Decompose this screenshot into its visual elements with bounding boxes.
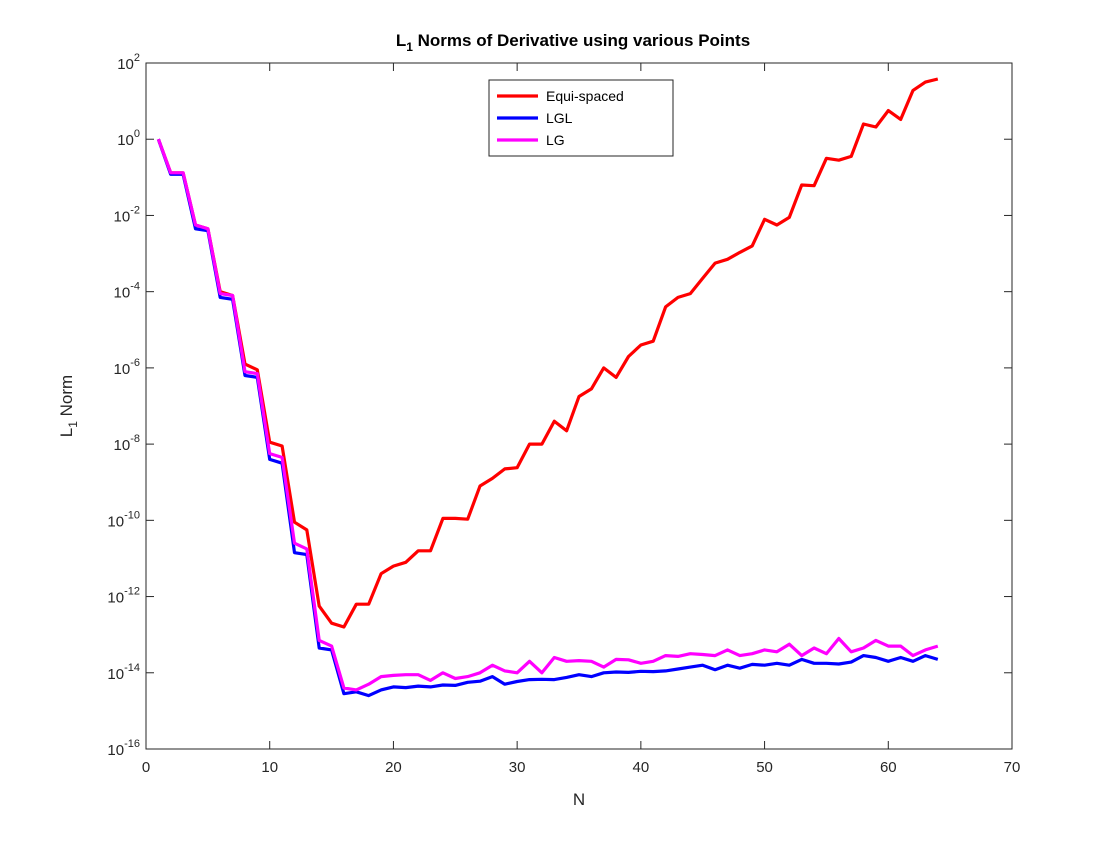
y-tick-label: 10-4 (114, 281, 140, 302)
y-tick-exponent: -14 (124, 662, 140, 674)
x-tick-label: 30 (509, 759, 526, 776)
axes-box (145, 62, 1013, 750)
x-tick-label: 50 (756, 759, 773, 776)
x-tick-label: 10 (261, 759, 278, 776)
series-line-equi-spaced (156, 77, 939, 629)
legend-label: LGL (546, 110, 573, 126)
y-tick-label: 10-8 (114, 433, 140, 454)
y-tick-exponent: 2 (134, 52, 140, 64)
y-tick-label: 10-10 (107, 509, 140, 530)
y-tick-label: 10-16 (107, 738, 140, 759)
chart-title: L1 Norms of Derivative using various Poi… (396, 31, 750, 54)
y-tick-label: 10-2 (114, 204, 140, 225)
x-tick-label: 70 (1004, 759, 1021, 776)
x-tick-label: 0 (142, 759, 150, 776)
series-lines (156, 77, 939, 698)
legend-label: LG (546, 132, 565, 148)
y-axis-label-subscript: 1 (66, 421, 80, 428)
y-tick-label: 10-12 (107, 586, 140, 607)
plot-area: 0 10 20 30 40 50 60 70 10-1610-1410-1210-1010-8… (107, 52, 1020, 776)
y-axis-ticks: 10-16 10-14 10-12 10-10 10-8 10-6 10-4 10-2 100 1… (107, 52, 1012, 759)
x-tick-label: 60 (880, 759, 897, 776)
legend-label: Equi-spaced (546, 88, 624, 104)
y-tick-label: 10-14 (107, 662, 140, 683)
x-axis-label: N (573, 790, 585, 809)
y-tick-exponent: -10 (124, 509, 140, 521)
y-axis-label: L1 Norm (57, 375, 80, 437)
series-line-lg (156, 138, 939, 692)
x-axis-ticks: 0 10 20 30 40 50 60 70 (142, 63, 1021, 776)
y-tick-label: 102 (117, 52, 140, 73)
y-tick-label: 10-6 (114, 357, 140, 378)
chart-title-subscript: 1 (406, 40, 413, 54)
y-tick-label: 100 (117, 128, 140, 149)
x-tick-label: 20 (385, 759, 402, 776)
legend: Equi-spaced LGL LG (488, 79, 674, 157)
y-tick-exponent: -8 (130, 433, 140, 445)
x-tick-label: 40 (633, 759, 650, 776)
y-tick-exponent: -12 (124, 586, 140, 598)
y-tick-exponent: -16 (124, 738, 140, 750)
y-tick-exponent: 0 (134, 128, 140, 140)
y-tick-exponent: -4 (130, 281, 140, 293)
y-tick-exponent: -2 (130, 204, 140, 216)
y-tick-exponent: -6 (130, 357, 140, 369)
